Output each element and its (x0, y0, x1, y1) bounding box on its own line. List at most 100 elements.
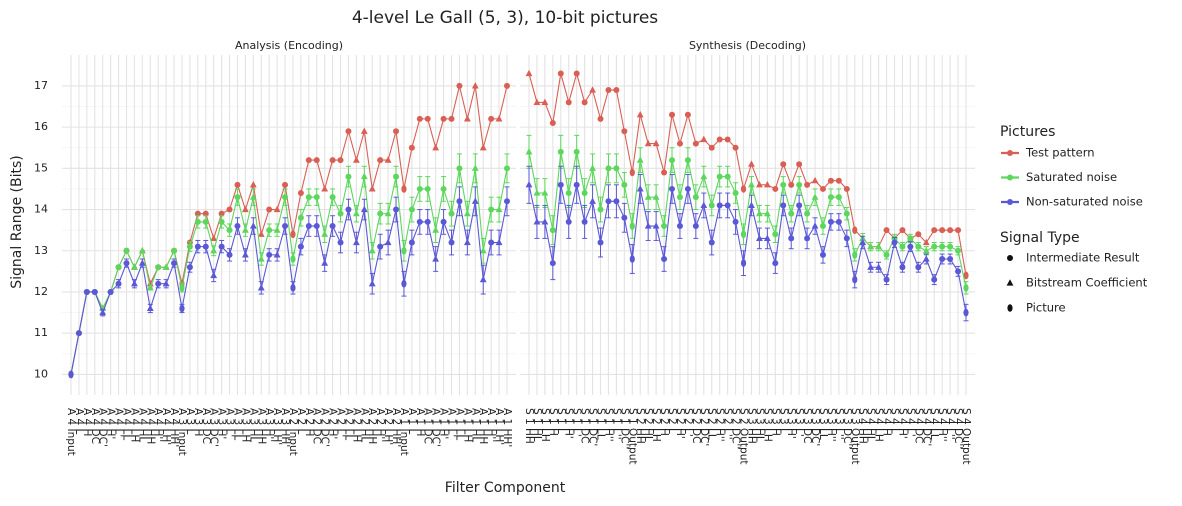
point (290, 230, 296, 239)
point (273, 251, 281, 258)
point (282, 194, 289, 201)
point (756, 209, 763, 217)
point (748, 160, 755, 167)
x-tick-label: S 2 L'' (722, 408, 734, 440)
x-tick-label: A 2 DC' (319, 408, 331, 447)
point (424, 185, 431, 192)
point (210, 271, 218, 279)
point (273, 226, 281, 233)
point (700, 172, 708, 180)
point (533, 98, 541, 105)
point (202, 243, 209, 250)
point (740, 185, 747, 193)
x-tick-label: A 2 H (303, 408, 315, 436)
point (525, 181, 533, 188)
point (123, 247, 130, 254)
point (629, 222, 635, 230)
point (186, 264, 193, 271)
y-tick-label: 15 (34, 161, 48, 174)
y-tick-label: 14 (34, 203, 48, 216)
x-tick-label: S 1 Output (626, 408, 638, 465)
point (432, 226, 440, 233)
point (321, 185, 329, 192)
point (661, 256, 668, 262)
point (613, 165, 620, 172)
point (488, 115, 495, 122)
x-tick-label: S 4 DC'' (952, 408, 964, 449)
point (440, 115, 447, 122)
point (162, 279, 170, 287)
point (488, 239, 495, 246)
legend-label: Picture (1026, 301, 1066, 315)
point (597, 206, 604, 213)
point (179, 284, 185, 292)
legend-swatch (1007, 255, 1013, 261)
point (210, 246, 218, 254)
x-tick-label: S 4 H (881, 408, 893, 436)
point (700, 135, 708, 143)
x-tick-label: A 4 DC' (97, 408, 109, 447)
point (605, 198, 612, 205)
point (636, 156, 644, 163)
legend-label: Intermediate Result (1026, 251, 1140, 265)
x-tick-label: S 2 DC' (698, 408, 710, 446)
x-tick-label: A 2 LH' (382, 408, 394, 445)
x-tick-label: S 2 H (658, 408, 670, 436)
y-tick-label: 11 (34, 326, 48, 339)
x-tick-label: A 3 DC' (208, 408, 220, 447)
point (479, 275, 487, 283)
x-tick-label: A 4 HH (144, 408, 156, 444)
point (329, 223, 336, 230)
x-tick-label: A 1 DC (422, 408, 434, 444)
point (811, 222, 819, 229)
point (931, 276, 938, 283)
x-tick-label: S 1 DC'' (618, 408, 630, 449)
point (123, 260, 130, 267)
point (131, 279, 138, 287)
y-tick-label: 13 (34, 244, 48, 257)
point (955, 247, 962, 254)
point (416, 185, 423, 192)
point (804, 181, 811, 188)
point (891, 239, 898, 246)
point (644, 193, 652, 200)
series-line (528, 184, 967, 313)
x-tick-label: A 2 L (295, 408, 307, 435)
point (337, 157, 344, 164)
point (780, 161, 787, 168)
point (740, 259, 747, 267)
x-tick-label: S 3 LH (761, 408, 773, 442)
point (708, 144, 715, 151)
point (218, 243, 225, 250)
point (115, 264, 122, 271)
point (716, 173, 723, 180)
x-tick-label: A 2 H' (327, 408, 339, 439)
point (644, 139, 652, 147)
x-tick-label: S 4 L'' (944, 408, 956, 440)
point (495, 205, 503, 213)
point (471, 197, 479, 204)
point (867, 263, 875, 270)
point (629, 168, 635, 177)
x-tick-label: A 4 HL (136, 408, 148, 442)
point (297, 214, 304, 221)
point (393, 128, 400, 135)
point (621, 128, 628, 135)
point (661, 223, 668, 230)
point (684, 157, 691, 164)
point (218, 218, 225, 225)
point (716, 136, 723, 143)
point (162, 263, 170, 270)
point (234, 194, 241, 201)
x-tick-label: S 2 HL (642, 408, 654, 442)
point (724, 202, 731, 209)
point (448, 210, 455, 217)
point (463, 209, 471, 217)
point (352, 156, 360, 163)
point (669, 157, 676, 164)
point (179, 304, 185, 313)
point (549, 120, 556, 126)
x-tick-label: A 4 H'' (152, 408, 164, 442)
point (947, 256, 954, 262)
point (763, 209, 771, 217)
